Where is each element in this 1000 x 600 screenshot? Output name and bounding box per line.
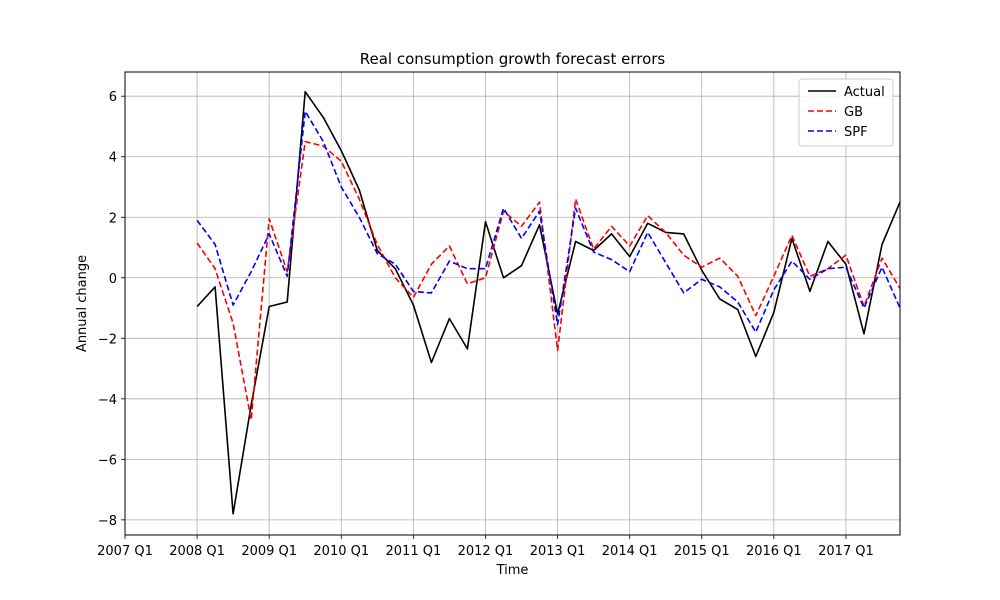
x-tick-label-2014-q1: 2014 Q1 bbox=[602, 544, 658, 559]
y-tick-label-2: 2 bbox=[109, 211, 117, 226]
series-line-actual bbox=[196, 90, 901, 515]
legend: Actual GB SPF bbox=[798, 78, 894, 147]
y-tick-label-4: 4 bbox=[109, 151, 117, 166]
x-tick-label-2009-q1: 2009 Q1 bbox=[241, 544, 297, 559]
x-tick-label-2013-q1: 2013 Q1 bbox=[530, 544, 586, 559]
legend-label-actual: Actual bbox=[844, 85, 885, 100]
legend-box bbox=[798, 78, 894, 147]
x-tick-label-2012-q1: 2012 Q1 bbox=[458, 544, 514, 559]
x-tick-label-2017-q1: 2017 Q1 bbox=[818, 544, 874, 559]
y-tick-label-0: 0 bbox=[109, 272, 117, 287]
y-tick-label-4: −4 bbox=[98, 393, 117, 408]
x-axis-title: Time bbox=[496, 563, 529, 578]
chart-title: Real consumption growth forecast errors bbox=[360, 50, 666, 68]
x-tick-label-2010-q1: 2010 Q1 bbox=[313, 544, 369, 559]
y-tick-label-6: 6 bbox=[109, 90, 117, 105]
legend-label-spf: SPF bbox=[844, 125, 868, 140]
plot-frame bbox=[124, 71, 901, 536]
grid bbox=[124, 72, 900, 535]
ticks: 2007 Q1 2008 Q1 2009 Q1 2010 Q1 2011 Q1 2012 … bbox=[97, 90, 874, 559]
series-line-gb bbox=[196, 140, 901, 421]
y-tick-label-8: −8 bbox=[98, 514, 117, 529]
x-tick-label-2016-q1: 2016 Q1 bbox=[746, 544, 802, 559]
y-tick-label-6: −6 bbox=[98, 453, 117, 468]
x-tick-label-2007-q1: 2007 Q1 bbox=[97, 544, 153, 559]
x-tick-label-2008-q1: 2008 Q1 bbox=[169, 544, 225, 559]
series-layer bbox=[196, 90, 901, 515]
legend-label-gb: GB bbox=[844, 105, 863, 120]
x-tick-label-2011-q1: 2011 Q1 bbox=[386, 544, 442, 559]
y-axis-title: Annual change bbox=[75, 255, 90, 352]
x-tick-label-2015-q1: 2015 Q1 bbox=[674, 544, 730, 559]
y-tick-label-2: −2 bbox=[98, 332, 117, 347]
